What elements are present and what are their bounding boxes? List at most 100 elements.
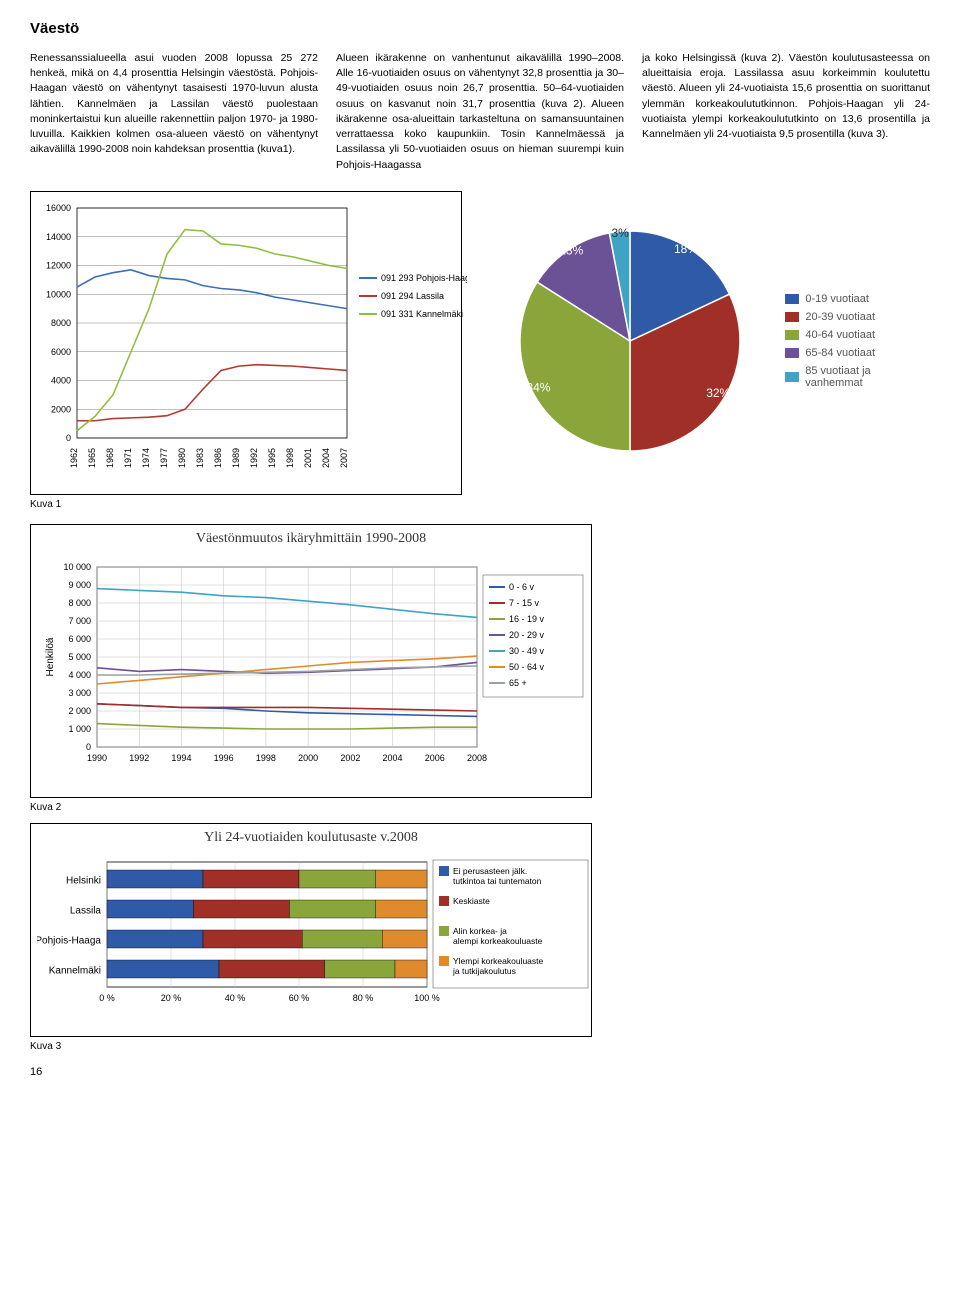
kuva2-title: Väestönmuutos ikäryhmittäin 1990-2008 bbox=[37, 531, 585, 547]
svg-text:1998: 1998 bbox=[285, 448, 295, 468]
svg-text:091 331 Kannelmäki: 091 331 Kannelmäki bbox=[381, 309, 463, 319]
kuva3-chart: Yli 24-vuotiaiden koulutusaste v.2008 0 … bbox=[30, 823, 592, 1037]
svg-text:32%: 32% bbox=[706, 386, 730, 400]
kuva3-title: Yli 24-vuotiaiden koulutusaste v.2008 bbox=[37, 830, 585, 846]
pie-legend-item: 65-84 vuotiaat bbox=[785, 347, 930, 359]
svg-text:1977: 1977 bbox=[159, 448, 169, 468]
svg-text:1994: 1994 bbox=[171, 753, 191, 763]
svg-text:0: 0 bbox=[66, 433, 71, 443]
svg-text:6 000: 6 000 bbox=[68, 634, 91, 644]
svg-text:Helsinki: Helsinki bbox=[66, 875, 101, 886]
svg-text:1986: 1986 bbox=[213, 448, 223, 468]
svg-text:10 000: 10 000 bbox=[63, 562, 91, 572]
text-col-1: Renessanssialueella asui vuoden 2008 lop… bbox=[30, 51, 318, 173]
svg-text:34%: 34% bbox=[526, 380, 550, 394]
svg-text:2004: 2004 bbox=[321, 448, 331, 468]
svg-text:65 +: 65 + bbox=[509, 678, 527, 688]
page-number: 16 bbox=[30, 1066, 930, 1078]
svg-text:1965: 1965 bbox=[87, 448, 97, 468]
svg-text:60 %: 60 % bbox=[289, 993, 310, 1003]
pie-legend-item: 0-19 vuotiaat bbox=[785, 293, 930, 305]
svg-text:0: 0 bbox=[86, 742, 91, 752]
kuva2-caption: Kuva 2 bbox=[30, 802, 930, 813]
text-col-3: ja koko Helsingissä (kuva 2). Väestön ko… bbox=[642, 51, 930, 173]
pie-chart-block: 18% 32% 34% 13% 3% 0-19 vuotiaat 20-39 vuotia… bbox=[480, 191, 930, 491]
kuva2-chart: Väestönmuutos ikäryhmittäin 1990-2008 01… bbox=[30, 524, 592, 798]
svg-text:2006: 2006 bbox=[425, 753, 445, 763]
svg-text:Lassila: Lassila bbox=[70, 905, 102, 916]
svg-text:2004: 2004 bbox=[383, 753, 403, 763]
svg-text:0 %: 0 % bbox=[99, 993, 115, 1003]
svg-text:5 000: 5 000 bbox=[68, 652, 91, 662]
kuva1-chart: 0 2000 4000 6000 8000 10000 12000 14000 16000 196… bbox=[30, 191, 462, 495]
svg-text:ja tutkijakoulutus: ja tutkijakoulutus bbox=[452, 966, 516, 976]
svg-text:6000: 6000 bbox=[51, 347, 71, 357]
svg-text:18%: 18% bbox=[674, 242, 698, 256]
svg-text:30 - 49 v: 30 - 49 v bbox=[509, 646, 545, 656]
svg-text:Alin korkea- ja: Alin korkea- ja bbox=[453, 926, 507, 936]
svg-text:1996: 1996 bbox=[214, 753, 234, 763]
svg-text:1983: 1983 bbox=[195, 448, 205, 468]
svg-text:3%: 3% bbox=[611, 226, 629, 240]
svg-text:2007: 2007 bbox=[339, 448, 349, 468]
svg-text:2000: 2000 bbox=[298, 753, 318, 763]
svg-text:1989: 1989 bbox=[231, 448, 241, 468]
svg-text:1992: 1992 bbox=[249, 448, 259, 468]
svg-text:1962: 1962 bbox=[69, 448, 79, 468]
svg-text:1980: 1980 bbox=[177, 448, 187, 468]
svg-text:80 %: 80 % bbox=[353, 993, 374, 1003]
svg-text:16000: 16000 bbox=[46, 203, 71, 213]
pie-legend: 0-19 vuotiaat 20-39 vuotiaat 40-64 vuotiaa… bbox=[785, 287, 930, 395]
body-text-columns: Renessanssialueella asui vuoden 2008 lop… bbox=[30, 51, 930, 173]
svg-text:20 - 29 v: 20 - 29 v bbox=[509, 630, 545, 640]
svg-text:7 000: 7 000 bbox=[68, 616, 91, 626]
svg-text:4000: 4000 bbox=[51, 375, 71, 385]
pie-legend-item: 85 vuotiaat ja vanhemmat bbox=[785, 365, 930, 389]
svg-text:1990: 1990 bbox=[87, 753, 107, 763]
svg-text:20 %: 20 % bbox=[161, 993, 182, 1003]
svg-text:3 000: 3 000 bbox=[68, 688, 91, 698]
svg-text:Ylempi korkeakouluaste: Ylempi korkeakouluaste bbox=[453, 956, 544, 966]
svg-text:40 %: 40 % bbox=[225, 993, 246, 1003]
svg-text:7 - 15 v: 7 - 15 v bbox=[509, 598, 540, 608]
svg-text:13%: 13% bbox=[559, 243, 583, 257]
kuva1-caption: Kuva 1 bbox=[30, 499, 462, 510]
svg-text:9 000: 9 000 bbox=[68, 580, 91, 590]
svg-text:1995: 1995 bbox=[267, 448, 277, 468]
svg-text:1 000: 1 000 bbox=[68, 724, 91, 734]
svg-text:8000: 8000 bbox=[51, 318, 71, 328]
svg-text:1971: 1971 bbox=[123, 448, 133, 468]
svg-text:tutkintoa tai tuntematon: tutkintoa tai tuntematon bbox=[453, 876, 542, 886]
svg-text:Kannelmäki: Kannelmäki bbox=[49, 965, 101, 976]
kuva3-caption: Kuva 3 bbox=[30, 1041, 930, 1052]
svg-text:Pohjois-Haaga: Pohjois-Haaga bbox=[37, 935, 101, 946]
svg-text:2008: 2008 bbox=[467, 753, 487, 763]
text-col-2: Alueen ikärakenne on vanhentunut aikaväl… bbox=[336, 51, 624, 173]
svg-text:2001: 2001 bbox=[303, 448, 313, 468]
svg-text:091 293 Pohjois-Haaga: 091 293 Pohjois-Haaga bbox=[381, 273, 467, 283]
svg-text:0 - 6 v: 0 - 6 v bbox=[509, 582, 535, 592]
svg-text:12000: 12000 bbox=[46, 260, 71, 270]
svg-text:10000: 10000 bbox=[46, 289, 71, 299]
svg-text:100 %: 100 % bbox=[414, 993, 440, 1003]
svg-text:2002: 2002 bbox=[340, 753, 360, 763]
svg-text:Keskiaste: Keskiaste bbox=[453, 896, 490, 906]
svg-text:16 - 19 v: 16 - 19 v bbox=[509, 614, 545, 624]
svg-text:50 - 64 v: 50 - 64 v bbox=[509, 662, 545, 672]
svg-text:Ei perusasteen jälk.: Ei perusasteen jälk. bbox=[453, 866, 527, 876]
svg-text:4 000: 4 000 bbox=[68, 670, 91, 680]
svg-text:alempi korkeakouluaste: alempi korkeakouluaste bbox=[453, 936, 543, 946]
svg-text:091 294 Lassila: 091 294 Lassila bbox=[381, 291, 444, 301]
svg-text:2 000: 2 000 bbox=[68, 706, 91, 716]
svg-text:1968: 1968 bbox=[105, 448, 115, 468]
svg-text:14000: 14000 bbox=[46, 232, 71, 242]
page-heading: Väestö bbox=[30, 20, 930, 37]
svg-text:1974: 1974 bbox=[141, 448, 151, 468]
svg-text:Henkilöä: Henkilöä bbox=[45, 637, 56, 676]
pie-legend-item: 20-39 vuotiaat bbox=[785, 311, 930, 323]
pie-legend-item: 40-64 vuotiaat bbox=[785, 329, 930, 341]
svg-text:1998: 1998 bbox=[256, 753, 276, 763]
svg-text:2000: 2000 bbox=[51, 404, 71, 414]
svg-text:1992: 1992 bbox=[129, 753, 149, 763]
svg-text:8 000: 8 000 bbox=[68, 598, 91, 608]
